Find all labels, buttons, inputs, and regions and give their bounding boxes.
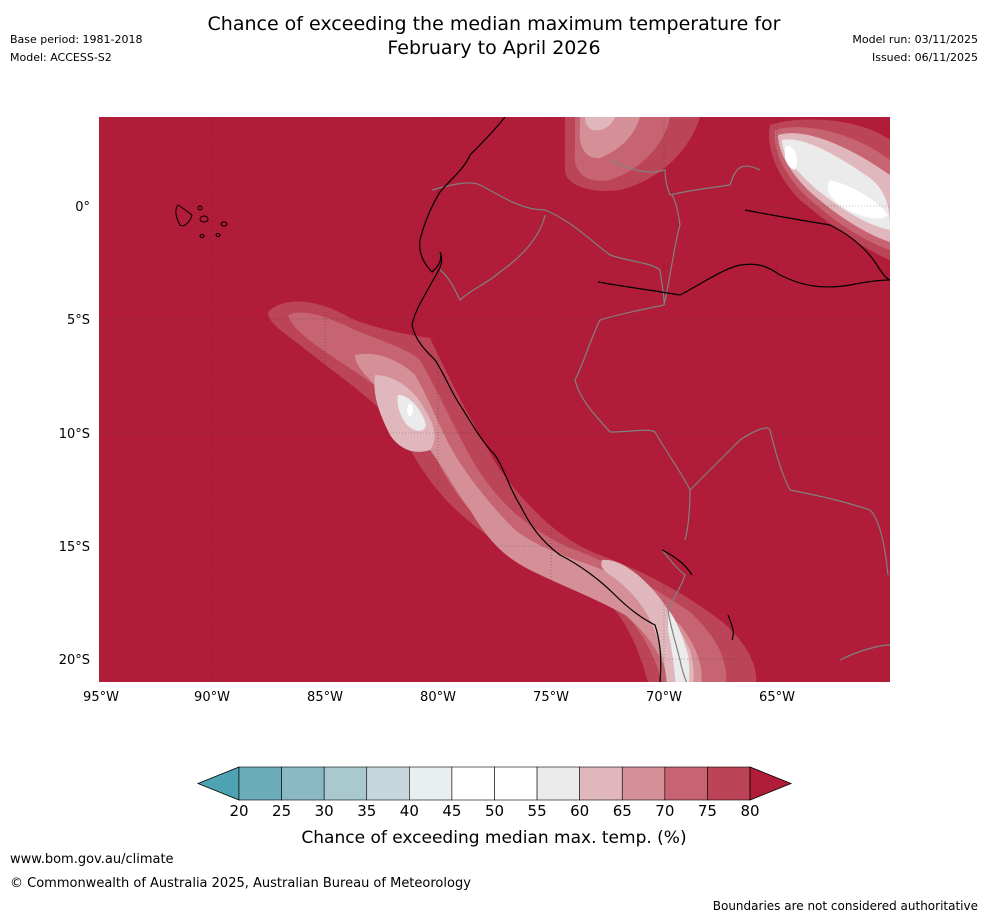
colorbar-segment xyxy=(707,766,751,801)
longitude-gridlines xyxy=(211,117,778,682)
colorbar-tick-label: 70 xyxy=(655,802,674,820)
lon-label-80w: 80°W xyxy=(420,690,456,705)
coastline-caribbean xyxy=(744,209,890,281)
lat-label-10s: 10°S xyxy=(59,427,90,442)
colorbar-label: Chance of exceeding median max. temp. (%… xyxy=(301,828,686,848)
colorbar-tick-label: 45 xyxy=(442,802,461,820)
longitude-labels: 95°W 90°W 85°W 80°W 75°W 70°W 65°W xyxy=(83,690,795,705)
contour-50-ne xyxy=(784,145,797,170)
galapagos-genovesa xyxy=(215,233,221,237)
lat-label-15s: 15°S xyxy=(59,540,90,555)
galapagos-santiago xyxy=(197,205,203,211)
border-colombia-ecuador xyxy=(431,182,665,306)
colorbar-segments xyxy=(196,766,793,801)
border-paraguay xyxy=(839,644,890,661)
lake-titicaca xyxy=(661,549,693,576)
meta-right: Model run: 03/11/2025 Issued: 06/11/2025 xyxy=(852,31,978,67)
contour-65-coastal xyxy=(355,353,702,682)
latitude-labels: 0° 5°S 10°S 15°S 20°S xyxy=(59,200,90,668)
colorbar-extend-low xyxy=(196,766,240,801)
base-period: Base period: 1981-2018 xyxy=(10,33,143,46)
lon-label-85w: 85°W xyxy=(307,690,343,705)
map-background xyxy=(99,117,890,682)
footer-disclaimer: Boundaries are not considered authoritat… xyxy=(712,899,978,913)
colorbar-segment xyxy=(238,766,282,801)
border-brazil-west xyxy=(663,194,681,306)
colorbar-segment xyxy=(323,766,368,801)
lake-poopo xyxy=(727,614,734,641)
colorbar-extend-high xyxy=(749,766,793,801)
contour-55-south xyxy=(668,610,690,682)
colorbar-tick-label: 20 xyxy=(229,802,248,820)
colorbar-tick-label: 25 xyxy=(272,802,291,820)
colorbar-segment xyxy=(451,766,495,801)
amazon-river xyxy=(597,263,890,296)
colorbar-segment xyxy=(664,766,708,801)
galapagos-islands xyxy=(175,204,228,238)
map-title: Chance of exceeding the median maximum t… xyxy=(0,12,988,60)
colorbar-segment xyxy=(409,766,453,801)
colorbar-tick-label: 30 xyxy=(315,802,334,820)
footer-url: www.bom.gov.au/climate xyxy=(10,852,174,867)
issued-date: Issued: 06/11/2025 xyxy=(871,51,978,64)
border-colombia-venezuela xyxy=(609,159,761,196)
border-bolivia xyxy=(689,427,889,576)
map-area xyxy=(99,117,890,682)
galapagos-sancristobal xyxy=(220,221,228,227)
border-ecuador-peru xyxy=(439,214,546,302)
colorbar-ticks: 20 25 30 35 40 45 50 55 60 65 70 75 80 xyxy=(229,802,759,820)
title-line-2: February to April 2026 xyxy=(387,37,601,59)
lon-label-95w: 95°W xyxy=(83,690,119,705)
lon-label-65w: 65°W xyxy=(759,690,795,705)
colorbar-segment xyxy=(579,766,623,801)
country-borders xyxy=(431,159,890,682)
colorbar-tick-label: 35 xyxy=(357,802,376,820)
border-chile-bolivia xyxy=(661,549,688,682)
model-name: Model: ACCESS-S2 xyxy=(10,51,112,64)
colorbar-tick-label: 55 xyxy=(528,802,547,820)
colorbar-segment xyxy=(536,766,580,801)
colorbar-segment xyxy=(281,766,325,801)
lon-label-90w: 90°W xyxy=(194,690,230,705)
colorbar-segment xyxy=(494,766,538,801)
anomaly-fields xyxy=(99,117,890,682)
contour-60-north xyxy=(585,117,615,131)
colorbar-segment xyxy=(621,766,666,801)
colorbar-segment xyxy=(366,766,410,801)
meta-left: Base period: 1981-2018 Model: ACCESS-S2 xyxy=(10,31,142,67)
galapagos-floreana xyxy=(199,234,205,238)
colorbar-tick-label: 50 xyxy=(485,802,504,820)
lon-label-75w: 75°W xyxy=(533,690,569,705)
galapagos-isabela xyxy=(175,204,193,227)
colorbar-tick-label: 60 xyxy=(570,802,589,820)
contour-60-south xyxy=(601,559,694,682)
lat-label-20s: 20°S xyxy=(59,653,90,668)
contour-50-spot xyxy=(407,404,413,416)
galapagos-santacruz xyxy=(199,215,209,223)
colorbar-tick-label: 75 xyxy=(698,802,717,820)
coastline-pacific xyxy=(411,117,662,682)
contour-50-ne-2 xyxy=(827,180,888,219)
lon-label-70w: 70°W xyxy=(646,690,682,705)
footer-copyright: © Commonwealth of Australia 2025, Austra… xyxy=(10,876,471,891)
lat-label-5s: 5°S xyxy=(67,313,90,328)
colorbar-tick-label: 65 xyxy=(613,802,632,820)
title-line-1: Chance of exceeding the median maximum t… xyxy=(207,13,781,35)
colorbar-tick-label: 40 xyxy=(400,802,419,820)
colorbar-tick-label: 80 xyxy=(740,802,759,820)
lat-label-0: 0° xyxy=(75,200,90,215)
coastlines xyxy=(411,117,890,682)
model-run: Model run: 03/11/2025 xyxy=(852,33,978,46)
